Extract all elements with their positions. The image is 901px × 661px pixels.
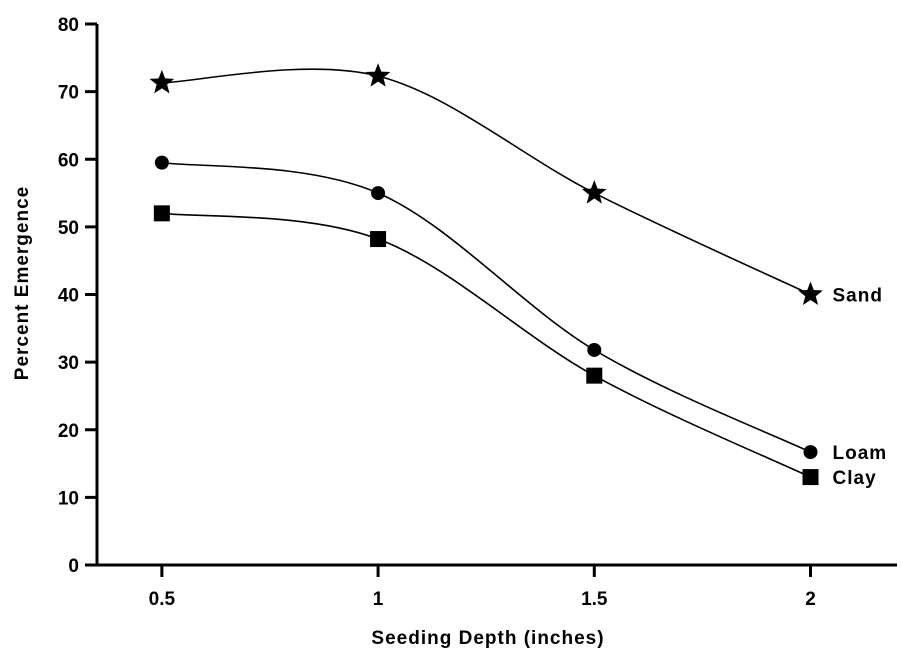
x-axis-ticks: 0.5 1 1.5 2	[149, 565, 816, 610]
y-tick-label: 50	[58, 218, 79, 239]
clay-square-marker	[153, 205, 170, 222]
x-axis-label: Seeding Depth (inches)	[371, 628, 604, 649]
clay-series-label: Clay	[833, 468, 877, 489]
series-curves	[161, 68, 811, 478]
y-tick-label: 60	[58, 150, 79, 171]
series-labels: Sand Loam Clay	[833, 286, 888, 490]
y-tick-label: 80	[58, 15, 79, 36]
y-tick-label: 40	[58, 286, 79, 307]
y-tick-label: 20	[58, 421, 79, 442]
x-tick-label: 1.5	[581, 589, 608, 610]
loam-circle-marker	[587, 342, 602, 357]
loam-circle-marker	[803, 445, 818, 460]
y-axis-label: Percent Emergence	[12, 186, 33, 380]
clay-square-marker	[586, 367, 603, 384]
sand-curve	[161, 68, 811, 296]
loam-circle-marker	[154, 155, 169, 170]
y-axis-ticks: 0 10 20 30 40 50 60 70 80	[58, 15, 97, 577]
y-tick-label: 0	[68, 556, 79, 577]
sand-star-marker	[798, 281, 823, 306]
axes	[95, 24, 897, 567]
sand-series-label: Sand	[833, 286, 883, 307]
sand-star-marker	[581, 180, 607, 204]
loam-curve	[161, 161, 811, 453]
x-tick-label: 0.5	[149, 589, 176, 610]
y-tick-label: 70	[58, 83, 79, 104]
loam-series-label: Loam	[833, 443, 888, 464]
clay-square-marker	[370, 231, 387, 248]
x-tick-label: 2	[805, 589, 816, 610]
sand-star-marker	[149, 69, 175, 94]
clay-curve	[161, 212, 811, 478]
y-tick-label: 10	[58, 488, 79, 509]
sand-star-marker	[365, 63, 391, 87]
loam-circle-marker	[371, 186, 386, 201]
clay-square-marker	[802, 469, 819, 486]
y-tick-label: 30	[58, 353, 79, 374]
x-tick-label: 1	[373, 589, 384, 610]
series-markers	[149, 63, 823, 486]
